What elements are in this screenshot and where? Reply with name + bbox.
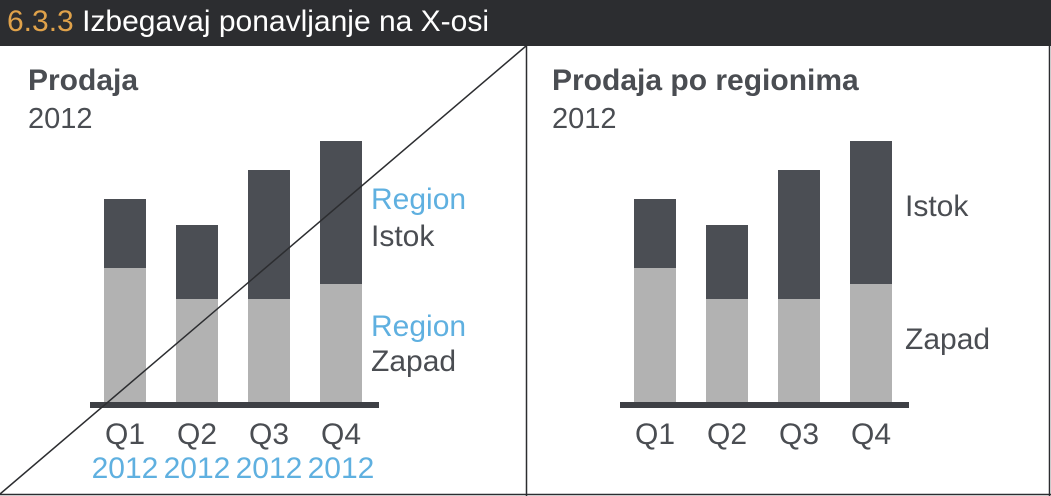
section-title: Izbegavaj ponavljanje na X-osi <box>82 5 490 38</box>
bar-zapad-q2 <box>176 299 218 402</box>
chart-right-ticks: Q1 Q2 Q3 Q4 <box>635 418 891 451</box>
bar-istok-q4 <box>320 141 362 284</box>
tick-sublabel-q3: 2012 <box>236 452 303 485</box>
chart-left-bars <box>104 141 362 402</box>
header-title: 6.3.3 Izbegavaj ponavljanje na X-osi <box>7 5 489 39</box>
tick-sublabel-q2: 2012 <box>164 452 231 485</box>
bar-zapad-q2 <box>706 299 748 402</box>
bar-istok-q4 <box>850 141 892 284</box>
bar-istok-q2 <box>706 225 748 299</box>
tick-sublabel-q4: 2012 <box>308 452 375 485</box>
tick-label-q3: Q3 <box>249 418 289 451</box>
chart-left-title: Prodaja <box>28 64 138 97</box>
chart-left-subtitle: 2012 <box>28 103 93 135</box>
chart-right-bars <box>634 141 892 402</box>
chart-right: Prodaja po regionima 2012 Q1 Q2 Q3 Q4 Istok… <box>552 64 990 451</box>
chart-right-title: Prodaja po regionima <box>552 64 859 97</box>
bar-zapad-q3 <box>778 299 820 402</box>
bar-zapad-q4 <box>320 284 362 402</box>
legend-istok-prefix: Region <box>371 183 466 216</box>
tick-label-q3: Q3 <box>779 418 819 451</box>
tick-label-q4: Q4 <box>321 418 361 451</box>
bar-istok-q2 <box>176 225 218 299</box>
legend-zapad-label: Zapad <box>371 345 456 378</box>
legend-istok-label: Istok <box>371 220 435 253</box>
legend-zapad-prefix: Region <box>371 310 466 343</box>
tick-label-q2: Q2 <box>707 418 747 451</box>
cross-out-line <box>0 45 527 495</box>
bar-zapad-q1 <box>634 268 676 402</box>
bar-zapad-q1 <box>104 268 146 402</box>
bar-istok-q1 <box>104 199 146 268</box>
bar-istok-q3 <box>248 170 290 299</box>
tick-sublabel-q1: 2012 <box>92 452 159 485</box>
tick-label-q2: Q2 <box>177 418 217 451</box>
tick-label-q1: Q1 <box>105 418 145 451</box>
tick-label-q4: Q4 <box>851 418 891 451</box>
bar-istok-q1 <box>634 199 676 268</box>
chart-right-subtitle: 2012 <box>552 103 617 135</box>
header-bar: 6.3.3 Izbegavaj ponavljanje na X-osi <box>0 0 1051 46</box>
legend-right-zapad-label: Zapad <box>905 323 990 356</box>
bar-istok-q3 <box>778 170 820 299</box>
bar-zapad-q4 <box>850 284 892 402</box>
section-number: 6.3.3 <box>7 5 74 38</box>
tick-label-q1: Q1 <box>635 418 675 451</box>
bar-zapad-q3 <box>248 299 290 402</box>
legend-right-istok-label: Istok <box>905 190 969 223</box>
